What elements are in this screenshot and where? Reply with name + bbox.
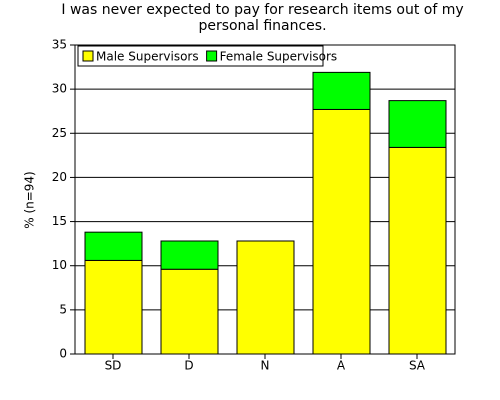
bar-segment [312,108,371,355]
bar-segment [84,231,143,261]
bar-segment [160,240,219,270]
legend-box [77,45,324,67]
bar-segment [388,146,447,355]
y-tick-label: 35 [52,38,67,52]
y-axis-label: % (n=94) [23,171,37,229]
legend-label: Male Supervisors [96,50,199,64]
legend-swatch [82,50,94,62]
bar-segment [84,259,143,355]
x-tick-label: A [337,359,346,373]
legend-swatch [206,50,218,62]
y-tick-label: 25 [52,126,67,140]
y-tick-label: 15 [52,214,67,228]
bar-segment [236,240,295,355]
y-tick-label: 20 [52,170,67,184]
y-tick-label: 0 [59,347,67,361]
bar-segment [312,71,371,110]
x-tick-label: SA [409,359,426,373]
bar-segment [160,268,219,355]
y-tick-label: 5 [59,302,67,316]
x-tick-label: N [261,359,270,373]
chart-title: I was never expected to pay for research… [61,2,464,34]
bar-segment [388,100,447,148]
x-tick-label: D [184,359,193,373]
y-tick-label: 10 [52,258,67,272]
legend-label: Female Supervisors [220,50,338,64]
x-tick-label: SD [105,359,122,373]
y-tick-label: 30 [52,82,67,96]
